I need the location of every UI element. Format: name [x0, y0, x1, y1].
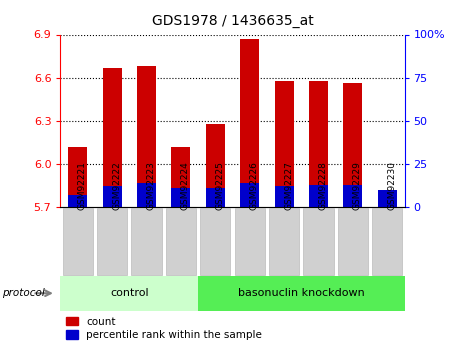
- Bar: [240, 39, 259, 207]
- Bar: [137, 66, 156, 207]
- FancyBboxPatch shape: [166, 208, 196, 275]
- Text: protocol: protocol: [2, 288, 45, 298]
- Bar: [240, 183, 259, 207]
- Text: control: control: [110, 288, 149, 298]
- Bar: [198, 276, 405, 310]
- FancyBboxPatch shape: [234, 208, 265, 275]
- FancyBboxPatch shape: [200, 208, 231, 275]
- Bar: [378, 190, 397, 207]
- Text: GSM92221: GSM92221: [78, 161, 86, 210]
- Bar: [344, 83, 362, 207]
- Bar: [103, 68, 121, 207]
- Legend: count, percentile rank within the sample: count, percentile rank within the sample: [66, 317, 262, 340]
- Text: GSM92229: GSM92229: [353, 161, 362, 210]
- Bar: [309, 185, 328, 207]
- Bar: [60, 276, 198, 310]
- FancyBboxPatch shape: [62, 208, 93, 275]
- Bar: [275, 186, 293, 207]
- Bar: [275, 80, 293, 207]
- Text: GDS1978 / 1436635_at: GDS1978 / 1436635_at: [152, 14, 313, 28]
- Bar: [378, 190, 397, 207]
- Bar: [309, 80, 328, 207]
- Bar: [344, 185, 362, 207]
- FancyBboxPatch shape: [97, 208, 127, 275]
- Text: GSM92225: GSM92225: [215, 161, 224, 210]
- Text: GSM92227: GSM92227: [284, 161, 293, 210]
- Text: GSM92226: GSM92226: [250, 161, 259, 210]
- Bar: [103, 186, 121, 207]
- FancyBboxPatch shape: [131, 208, 162, 275]
- Bar: [68, 147, 87, 207]
- Text: GSM92222: GSM92222: [112, 162, 121, 210]
- FancyBboxPatch shape: [303, 208, 334, 275]
- Text: GSM92228: GSM92228: [319, 161, 327, 210]
- Text: basonuclin knockdown: basonuclin knockdown: [238, 288, 365, 298]
- FancyBboxPatch shape: [269, 208, 299, 275]
- Text: GSM92223: GSM92223: [146, 161, 155, 210]
- Text: GSM92230: GSM92230: [387, 161, 396, 210]
- Bar: [172, 188, 190, 207]
- Bar: [172, 147, 190, 207]
- Text: GSM92224: GSM92224: [181, 162, 190, 210]
- FancyBboxPatch shape: [338, 208, 368, 275]
- Bar: [68, 195, 87, 207]
- Bar: [206, 188, 225, 207]
- Bar: [206, 124, 225, 207]
- Bar: [137, 183, 156, 207]
- FancyBboxPatch shape: [372, 208, 403, 275]
